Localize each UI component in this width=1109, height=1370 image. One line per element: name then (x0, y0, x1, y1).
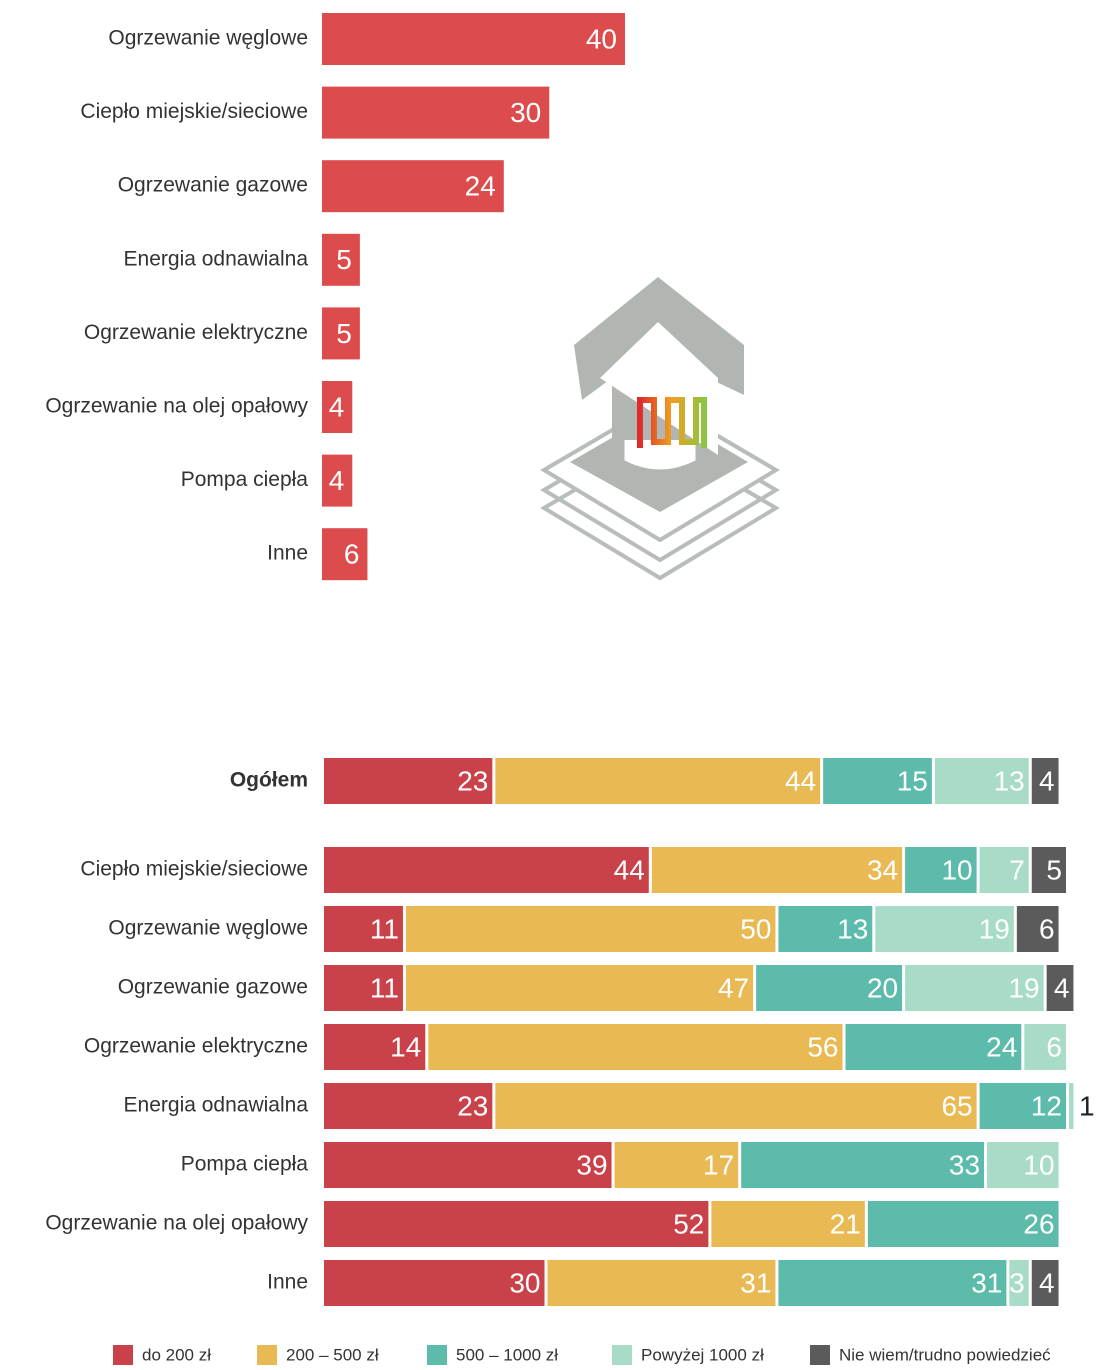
value-label: 13 (837, 913, 868, 944)
value-label: 4 (329, 391, 345, 422)
value-label: 3 (1009, 1267, 1025, 1298)
category-label: Ogółem (230, 769, 308, 792)
value-label: 30 (509, 1267, 540, 1298)
bar-segment (324, 1201, 708, 1247)
legend-swatch (810, 1345, 830, 1365)
value-label: 52 (673, 1208, 704, 1239)
bar-segment (406, 906, 776, 952)
legend-swatch (113, 1345, 133, 1365)
value-label: 50 (740, 913, 771, 944)
value-label: 6 (1039, 913, 1055, 944)
value-label: 24 (465, 171, 496, 202)
chart: Ogrzewanie węglowe 40 Ciepło miejskie/siec… (0, 0, 1109, 1365)
category-label: Ogrzewanie gazowe (118, 174, 308, 197)
category-label: Ogrzewanie elektryczne (84, 321, 308, 344)
bar-segment (741, 1142, 984, 1188)
category-label: Ciepło miejskie/sieciowe (80, 100, 308, 123)
value-label: 39 (576, 1149, 607, 1180)
category-label: Ciepło miejskie/sieciowe (80, 858, 308, 881)
value-label: 7 (1009, 854, 1025, 885)
legend-label: 200 – 500 zł (286, 1345, 379, 1364)
bar-segment (428, 1024, 842, 1070)
value-label: 47 (718, 972, 749, 1003)
value-label: 1 (1079, 1090, 1095, 1121)
value-label: 11 (370, 913, 399, 944)
category-label: Inne (267, 542, 308, 565)
value-label: 5 (336, 318, 352, 349)
category-label: Energia odnawialna (124, 247, 309, 270)
value-label: 4 (1039, 765, 1055, 796)
value-label: 6 (344, 539, 360, 570)
category-label: Ogrzewanie na olej opałowy (45, 1212, 308, 1235)
value-label: 12 (1031, 1090, 1062, 1121)
value-label: 44 (785, 765, 816, 796)
value-label: 14 (390, 1031, 421, 1062)
value-label: 65 (941, 1090, 972, 1121)
value-label: 24 (986, 1031, 1017, 1062)
value-label: 10 (941, 854, 972, 885)
value-label: 19 (1008, 972, 1039, 1003)
legend-label: Nie wiem/trudno powiedzieć (839, 1345, 1051, 1364)
value-label: 10 (1023, 1149, 1054, 1180)
value-label: 13 (994, 765, 1025, 796)
value-label: 4 (1054, 972, 1070, 1003)
bar-segment (652, 847, 902, 893)
value-label: 20 (867, 972, 898, 1003)
value-label: 11 (370, 972, 399, 1003)
category-label: Ogrzewanie gazowe (118, 976, 308, 999)
value-label: 40 (586, 23, 617, 54)
bar (322, 13, 625, 65)
legend-swatch (257, 1345, 277, 1365)
value-label: 56 (807, 1031, 838, 1062)
value-label: 4 (329, 465, 345, 496)
value-label: 33 (949, 1149, 980, 1180)
value-label: 34 (867, 854, 898, 885)
value-label: 5 (336, 244, 352, 275)
value-label: 44 (614, 854, 645, 885)
category-label: Inne (267, 1271, 308, 1294)
value-label: 21 (830, 1208, 861, 1239)
bar-segment (406, 965, 753, 1011)
bar-segment (495, 758, 820, 804)
value-label: 4 (1039, 1267, 1055, 1298)
category-label: Ogrzewanie elektryczne (84, 1035, 308, 1058)
bar-segment (324, 847, 649, 893)
bar-segment (495, 1083, 976, 1129)
bar-segment (324, 1142, 612, 1188)
value-label: 31 (740, 1267, 771, 1298)
legend-label: do 200 zł (142, 1345, 211, 1364)
category-label: Energia odnawialna (124, 1094, 309, 1117)
category-label: Ogrzewanie węglowe (108, 917, 308, 940)
legend-swatch (612, 1345, 632, 1365)
value-label: 23 (457, 765, 488, 796)
value-label: 15 (897, 765, 928, 796)
value-label: 30 (510, 97, 541, 128)
category-label: Ogrzewanie węglowe (108, 27, 308, 50)
legend-swatch (427, 1345, 447, 1365)
legend-label: 500 – 1000 zł (456, 1345, 558, 1364)
bar-segment (1069, 1083, 1073, 1129)
value-label: 5 (1046, 854, 1062, 885)
value-label: 6 (1046, 1031, 1062, 1062)
category-label: Ogrzewanie na olej opałowy (45, 395, 308, 418)
value-label: 26 (1023, 1208, 1054, 1239)
category-label: Pompa ciepła (181, 1153, 309, 1176)
category-label: Pompa ciepła (181, 468, 309, 491)
house-icon (544, 277, 776, 578)
value-label: 17 (703, 1149, 734, 1180)
value-label: 23 (457, 1090, 488, 1121)
value-label: 19 (979, 913, 1010, 944)
legend-label: Powyżej 1000 zł (641, 1345, 764, 1364)
value-label: 31 (971, 1267, 1002, 1298)
